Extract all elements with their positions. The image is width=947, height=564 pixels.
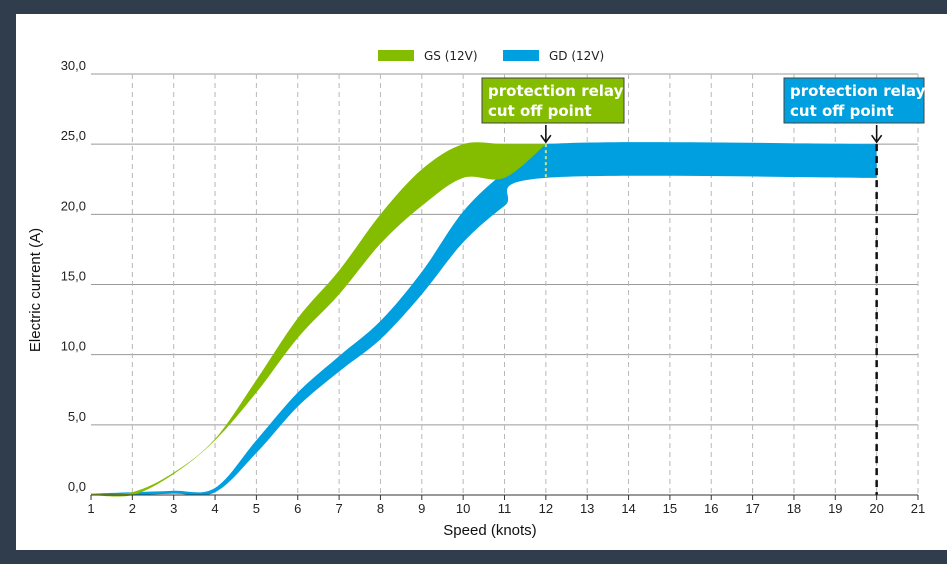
cutoff-lines — [544, 144, 878, 495]
legend-swatch-gs — [378, 50, 414, 61]
y-tick-label: 15,0 — [61, 269, 86, 284]
x-tick-label: 4 — [211, 501, 218, 516]
annotation-arrow-head-gs — [540, 134, 552, 144]
annotation-line1-gd: protection relay — [790, 82, 926, 100]
annotation-arrow-head-gd — [870, 134, 883, 144]
x-tick-label: 20 — [869, 501, 883, 516]
x-tick-label: 3 — [170, 501, 177, 516]
y-tick-label: 30,0 — [61, 58, 86, 73]
legend-swatch-gd — [503, 50, 539, 61]
legend: GS (12V) GD (12V) — [378, 49, 604, 63]
legend-label-gd: GD (12V) — [549, 49, 604, 63]
x-tick-label: 21 — [911, 501, 925, 516]
annotations: protection relay cut off point protection … — [481, 77, 926, 144]
y-axis-label: Electric current (A) — [27, 228, 44, 352]
x-tick-label: 13 — [580, 501, 594, 516]
x-tick-label: 19 — [828, 501, 842, 516]
x-tick-label: 14 — [621, 501, 635, 516]
grid — [91, 73, 919, 496]
annotation-box-gd — [783, 77, 925, 124]
x-tick-label: 16 — [704, 501, 718, 516]
x-tick-label: 5 — [253, 501, 260, 516]
legend-label-gs: GS (12V) — [424, 49, 478, 63]
x-tick-label: 17 — [745, 501, 759, 516]
x-tick-label: 1 — [87, 501, 94, 516]
series-band-gs — [91, 142, 546, 497]
x-axis-label: Speed (knots) — [443, 522, 536, 539]
x-tick-label: 7 — [335, 501, 342, 516]
annotation-line2-gs: cut off point — [488, 102, 592, 120]
annotation-line2-gd: cut off point — [790, 102, 894, 120]
y-tick-label: 10,0 — [61, 339, 86, 354]
x-tick-label: 11 — [498, 501, 512, 516]
x-tick-label: 18 — [787, 501, 801, 516]
annotation-box-gs — [481, 77, 625, 124]
x-tick-label: 8 — [377, 501, 384, 516]
series-band-gd — [91, 142, 877, 496]
x-tick-label: 12 — [539, 501, 553, 516]
y-tick-label: 20,0 — [61, 198, 86, 213]
x-tick-label: 6 — [294, 501, 301, 516]
chart-svg: 0,05,010,015,020,025,030,01 2 3 4 5 6 7 8 9 10 11 1… — [27, 49, 926, 539]
x-tick-label: 15 — [663, 501, 677, 516]
y-tick-label: 25,0 — [61, 128, 86, 143]
x-tick-label: 9 — [418, 501, 425, 516]
annotation-line1-gs: protection relay — [488, 82, 624, 100]
y-tick-label: 5,0 — [68, 409, 86, 424]
series-bands — [91, 142, 877, 497]
chart-frame: 0,0 5,0 10,0 15,0 20,0 25,0 30,0 1 2 3 4 5 6 7 8 9 10 11 1… — [16, 14, 947, 550]
x-tick-label: 10 — [456, 501, 470, 516]
y-tick-label: 0,0 — [68, 479, 86, 494]
axes: 0,05,010,015,020,025,030,01 2 3 4 5 6 7 8 9 10 11 1… — [61, 58, 926, 516]
x-tick-label: 2 — [129, 501, 136, 516]
